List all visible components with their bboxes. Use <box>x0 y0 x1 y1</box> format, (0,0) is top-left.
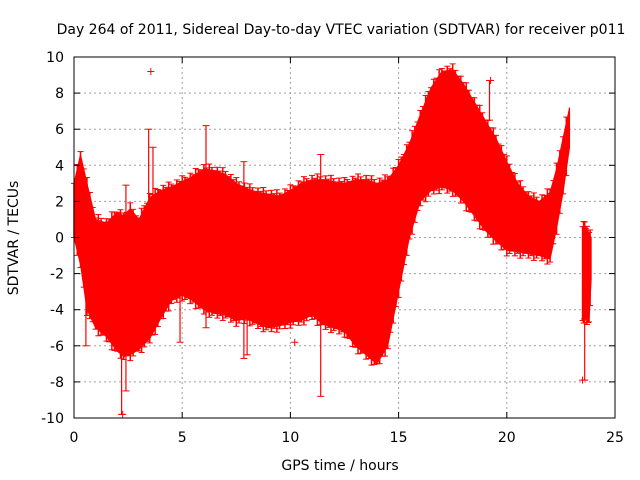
x-tick-label: 25 <box>606 430 624 446</box>
outlier-point <box>291 338 299 346</box>
y-tick-label: 0 <box>55 231 64 247</box>
outlier-point <box>119 410 127 418</box>
y-tick-label: 10 <box>46 50 64 66</box>
y-tick-label: -2 <box>50 267 64 283</box>
y-tick-label: -6 <box>50 339 64 355</box>
data-marks <box>71 63 594 418</box>
y-tick-label: 2 <box>55 194 64 210</box>
y-tick-label: -10 <box>41 411 64 427</box>
x-axis-label: GPS time / hours <box>281 458 398 474</box>
x-tick-label: 20 <box>498 430 516 446</box>
outlier-point <box>487 76 495 84</box>
y-tick-label: -8 <box>50 375 64 391</box>
x-tick-label: 15 <box>390 430 408 446</box>
x-tick-label: 10 <box>281 430 299 446</box>
y-tick-label: -4 <box>50 303 64 319</box>
y-axis-label: SDTVAR / TECUs <box>6 181 22 296</box>
outlier-point <box>147 67 155 75</box>
y-tick-label: 8 <box>55 86 64 102</box>
y-tick-label: 6 <box>55 122 64 138</box>
x-tick-label: 0 <box>70 430 79 446</box>
outlier-point <box>579 376 587 384</box>
chart-title: Day 264 of 2011, Sidereal Day-to-day VTE… <box>57 22 626 38</box>
x-tick-label: 5 <box>178 430 187 446</box>
axis-ticks: 0 5 10 15 20 25 -10 -8 -6 -4 -2 0 2 4 6 8 10 <box>41 50 624 446</box>
y-tick-label: 4 <box>55 158 64 174</box>
